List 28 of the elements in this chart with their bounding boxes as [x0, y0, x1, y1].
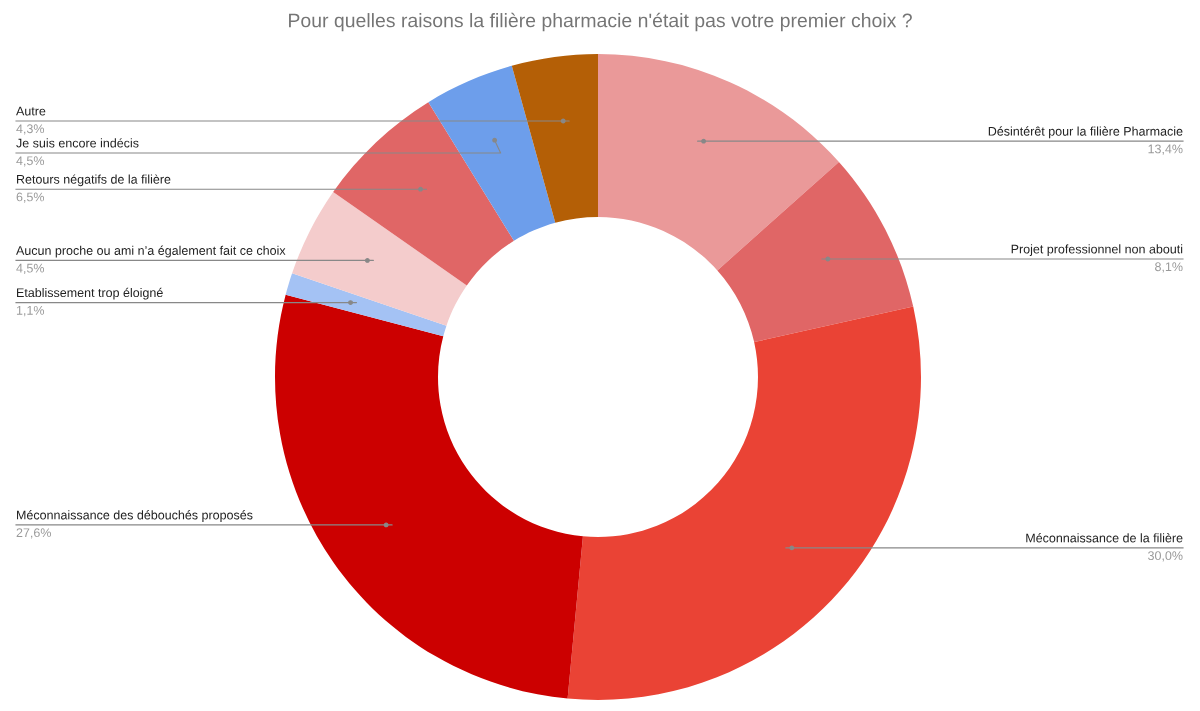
slice-label: Méconnaissance de la filière	[1026, 533, 1183, 543]
slice-label: Aucun proche ou ami n’a également fait ce choix	[16, 245, 286, 258]
slice-label: Méconnaissance des débouchés proposés	[17, 510, 253, 522]
donut-slice	[717, 161, 914, 343]
donut-slice	[292, 192, 467, 326]
slice-label: Retours négatifs de la filière	[17, 174, 171, 187]
data-label: 8,1%	[1155, 262, 1183, 273]
data-label: 1,1%	[16, 305, 45, 317]
donut-slice	[428, 65, 556, 241]
slice-label: Je suis encore indécis	[16, 138, 139, 148]
data-label: 4,5%	[16, 156, 45, 167]
data-label: 4,3%	[16, 124, 45, 135]
donut-slice	[285, 273, 447, 337]
data-label: 6,5%	[16, 192, 45, 203]
donut-slice	[333, 102, 514, 286]
donut-slice	[567, 306, 921, 700]
data-label: 4,5%	[16, 263, 45, 275]
slice-label: Projet professionnel non abouti	[1011, 244, 1183, 256]
data-label: 13,4%	[1148, 144, 1183, 155]
data-label: 30,0%	[1148, 551, 1183, 562]
donut-slice	[511, 54, 598, 223]
data-label: 27,6%	[16, 528, 51, 539]
slice-label: Autre	[16, 106, 46, 116]
donut-slice	[598, 54, 839, 271]
donut-slice	[275, 294, 583, 699]
chart-title: Pour quelles raisons la filière pharmacie n'était pas votre premier choix ?	[289, 12, 912, 32]
slice-label: Désintérêt pour la filière Pharmacie	[988, 126, 1183, 139]
slice-label: Etablissement trop éloigné	[17, 287, 163, 300]
